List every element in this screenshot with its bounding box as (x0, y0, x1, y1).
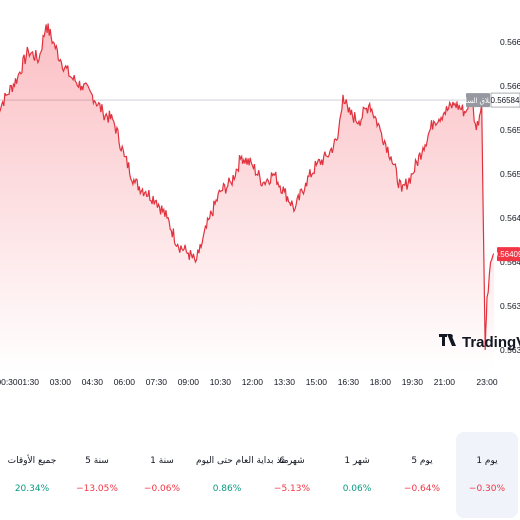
x-tick-label: 06:00 (114, 377, 136, 387)
x-tick-label: 03:00 (50, 377, 72, 387)
performance-period-value: 20.34% (14, 484, 50, 494)
x-tick-label: 15:00 (306, 377, 328, 387)
y-tick-label: 0.56350 (500, 301, 520, 311)
performance-period-value: 0.86% (212, 484, 242, 494)
performance-period-value: −5.13% (273, 484, 311, 494)
y-tick-label: 0.56500 (500, 169, 520, 179)
performance-period-label: 1 سنة (150, 456, 174, 466)
x-tick-label: 21:00 (434, 377, 456, 387)
performance-period-label: منذ بداية العام حتى اليوم (196, 456, 289, 466)
performance-period-button[interactable]: 5 سنة −13.05% (66, 432, 128, 518)
performance-period-label: جميع الأوقات (7, 456, 57, 466)
y-tick-label: 0.56400 (500, 257, 520, 267)
y-tick-label: 0.56450 (500, 213, 520, 223)
x-tick-label: 04:30 (82, 377, 104, 387)
previous-close-value: 0.56584 (491, 96, 520, 105)
performance-row: 1 يوم −0.30% 5 يوم −0.64% 1 شهر 0.06% 6 شهر −5.… (0, 432, 520, 520)
y-tick-label: 0.56650 (500, 37, 520, 47)
performance-period-label: 5 يوم (411, 456, 433, 466)
performance-period-value: −0.06% (143, 484, 181, 494)
tradingview-watermark: TradingView (439, 334, 520, 351)
performance-period-button[interactable]: جميع الأوقات 20.34% (1, 432, 63, 518)
performance-period-value: −13.05% (76, 484, 118, 494)
performance-period-label: 1 شهر (344, 456, 370, 466)
previous-close-tag (466, 93, 490, 108)
performance-period-value: −0.64% (403, 484, 441, 494)
last-price-value: 0.56409 (494, 250, 520, 259)
x-tick-label: 12:00 (242, 377, 264, 387)
price-line (0, 23, 495, 351)
x-tick-label: 07:30 (146, 377, 168, 387)
x-tick-label: 19:30 (402, 377, 424, 387)
performance-period-button[interactable]: 5 يوم −0.64% (391, 432, 453, 518)
x-tick-label: 18:00 (370, 377, 392, 387)
performance-period-button[interactable]: 6 شهر −5.13% (261, 432, 323, 518)
x-tick-label: 01:30 (18, 377, 40, 387)
performance-period-button[interactable]: 1 شهر 0.06% (326, 432, 388, 518)
previous-close-value-tag (490, 92, 520, 108)
performance-period-label: 1 يوم (476, 456, 498, 466)
y-tick-label: 0.56600 (500, 81, 520, 91)
performance-period-label: 5 سنة (85, 456, 109, 466)
performance-period-button[interactable]: 1 سنة −0.06% (131, 432, 193, 518)
x-tick-label: 13:30 (274, 377, 296, 387)
watermark-text: TradingView (462, 334, 520, 351)
x-tick-label: 00:30 (0, 377, 18, 387)
previous-close-label: الإغلاق السابق (457, 98, 498, 105)
performance-period-button[interactable]: 1 يوم −0.30% (456, 432, 518, 518)
performance-period-value: −0.30% (468, 484, 506, 494)
y-tick-label: 0.56550 (500, 125, 520, 135)
x-tick-label: 09:00 (178, 377, 200, 387)
tradingview-logo-icon (439, 334, 456, 346)
y-tick-label: 0.56300 (500, 345, 520, 355)
x-tick-label: 23:00 (476, 377, 498, 387)
performance-period-button[interactable]: منذ بداية العام حتى اليوم 0.86% (196, 432, 289, 518)
x-tick-label: 16:30 (338, 377, 360, 387)
performance-period-value: 0.06% (342, 484, 372, 494)
performance-period-label: 6 شهر (279, 456, 305, 466)
price-chart[interactable]: 0.56650 0.56600 0.56550 0.56500 0.56450 0.564… (0, 0, 520, 400)
x-tick-label: 10:30 (210, 377, 232, 387)
last-price-tag (497, 247, 520, 262)
